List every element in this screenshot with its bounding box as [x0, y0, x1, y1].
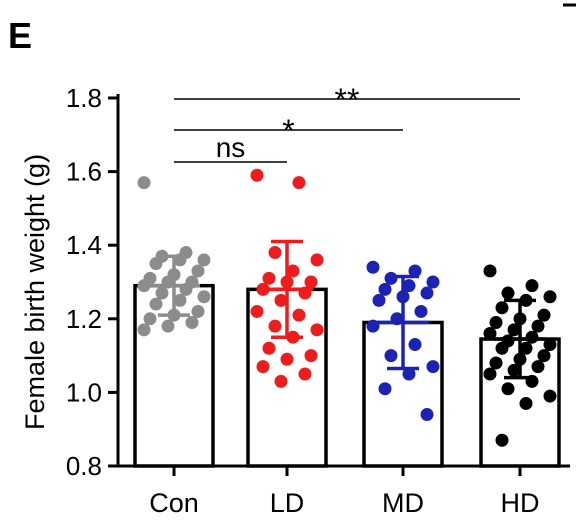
- point-ld-4: [286, 264, 300, 278]
- point-md-16: [378, 382, 392, 396]
- point-con-13: [155, 286, 169, 300]
- point-hd-25: [543, 389, 557, 403]
- point-md-4: [402, 279, 416, 293]
- y-tick-label-5: 1.8: [66, 83, 102, 113]
- point-ld-0: [250, 168, 264, 182]
- point-md-15: [402, 367, 416, 381]
- sig-label-0: ns: [216, 132, 246, 163]
- point-ld-11: [250, 304, 264, 318]
- point-hd-11: [483, 327, 497, 341]
- point-con-5: [149, 257, 163, 271]
- point-hd-5: [495, 301, 509, 315]
- point-ld-13: [268, 319, 282, 333]
- point-hd-24: [501, 382, 515, 396]
- data-points: [137, 168, 557, 447]
- point-con-16: [149, 297, 163, 311]
- point-ld-5: [262, 271, 276, 285]
- point-hd-21: [507, 363, 521, 377]
- point-ld-6: [304, 275, 318, 289]
- point-hd-27: [495, 433, 509, 447]
- point-ld-2: [268, 246, 282, 260]
- point-ld-14: [310, 323, 324, 337]
- point-md-1: [408, 264, 422, 278]
- point-con-0: [137, 176, 151, 190]
- point-con-22: [137, 323, 151, 337]
- point-md-14: [426, 360, 440, 374]
- point-hd-20: [531, 360, 545, 374]
- axes: 0.8 1.0 1.2 1.4 1.6 1.8 Con LD MD HD: [66, 83, 570, 518]
- point-hd-3: [543, 290, 557, 304]
- point-md-5: [378, 282, 392, 296]
- sig-label-2: **: [335, 82, 360, 118]
- point-hd-9: [531, 319, 545, 333]
- point-hd-14: [543, 338, 557, 352]
- point-ld-16: [262, 341, 276, 355]
- point-ld-10: [274, 293, 288, 307]
- sig-label-1: *: [282, 113, 294, 149]
- point-hd-22: [483, 367, 497, 381]
- y-tick-label-4: 1.6: [66, 157, 102, 187]
- point-md-9: [414, 304, 428, 318]
- point-hd-8: [489, 315, 503, 329]
- y-tick-label-2: 1.2: [66, 304, 102, 334]
- point-md-2: [384, 271, 398, 285]
- point-hd-0: [483, 264, 497, 278]
- point-con-11: [137, 279, 151, 293]
- x-tick-label-hd: HD: [501, 488, 540, 518]
- point-hd-6: [537, 308, 551, 322]
- point-hd-12: [525, 330, 539, 344]
- point-md-11: [366, 319, 380, 333]
- point-ld-20: [298, 367, 312, 381]
- point-hd-1: [525, 279, 539, 293]
- x-tick-label-con: Con: [149, 488, 199, 518]
- x-tick-label-ld: LD: [270, 488, 305, 518]
- panel-label: E: [8, 15, 32, 56]
- point-hd-10: [507, 323, 521, 337]
- y-tick-label-0: 0.8: [66, 451, 102, 481]
- y-tick-label-3: 1.4: [66, 230, 102, 260]
- point-con-19: [143, 312, 157, 326]
- point-hd-26: [519, 396, 533, 410]
- point-con-3: [197, 253, 211, 267]
- error-bars: [148, 239, 546, 380]
- point-md-8: [372, 293, 386, 307]
- y-axis-label: Female birth weight (g): [20, 154, 50, 430]
- point-ld-12: [292, 308, 306, 322]
- point-hd-15: [519, 341, 533, 355]
- point-md-0: [366, 260, 380, 274]
- point-ld-21: [274, 374, 288, 388]
- y-tick-label-1: 1.0: [66, 377, 102, 407]
- x-tick-label-md: MD: [382, 488, 424, 518]
- point-con-17: [191, 304, 205, 318]
- point-con-21: [161, 319, 175, 333]
- point-con-14: [197, 290, 211, 304]
- point-ld-19: [256, 360, 270, 374]
- point-md-17: [420, 407, 434, 421]
- point-con-15: [173, 293, 187, 307]
- point-ld-1: [292, 176, 306, 190]
- point-md-6: [420, 286, 434, 300]
- point-con-6: [191, 264, 205, 278]
- point-ld-3: [310, 253, 324, 267]
- point-md-3: [426, 275, 440, 289]
- point-md-12: [408, 338, 422, 352]
- point-ld-18: [280, 352, 294, 366]
- point-hd-17: [537, 349, 551, 363]
- point-hd-2: [501, 286, 515, 300]
- point-con-20: [185, 315, 199, 329]
- significance-brackets: ns ***: [174, 82, 520, 163]
- point-ld-17: [304, 349, 318, 363]
- point-hd-19: [489, 356, 503, 370]
- point-md-13: [384, 349, 398, 363]
- point-hd-16: [495, 341, 509, 355]
